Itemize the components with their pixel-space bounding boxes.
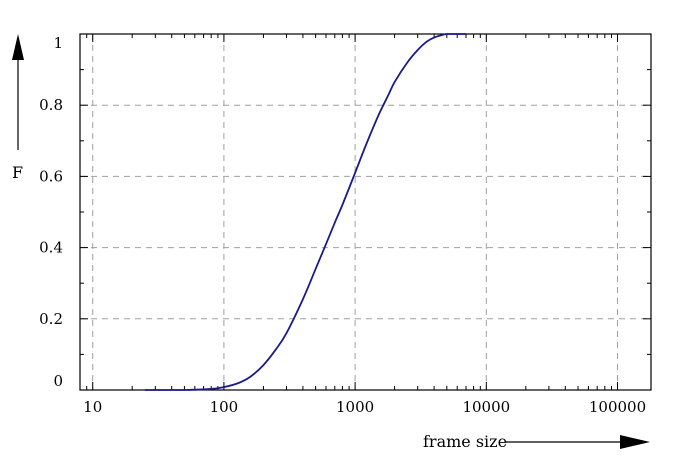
x-tick-label: 100 [210, 398, 239, 416]
y-tick-label: 0.2 [39, 310, 63, 328]
x-tick-label: 100000 [589, 398, 646, 416]
series-line [144, 33, 466, 391]
x-tick-label: 10 [83, 398, 102, 416]
y-axis-arrowhead [12, 34, 24, 60]
y-axis-title-group: F [12, 34, 24, 182]
x-axis-title: frame size [423, 432, 507, 451]
tick-labels: 10 100 1000 10000 100000 0 0.2 0.4 0.6 0.8 1 [39, 34, 646, 416]
x-axis-title-group: frame size [423, 432, 650, 451]
y-tick-label: 0.6 [39, 167, 63, 185]
plot-frame [79, 33, 652, 391]
y-tick-label: 0.4 [39, 239, 63, 257]
y-tick-label: 1 [53, 34, 63, 52]
series-layer [144, 33, 466, 391]
x-axis-arrowhead [620, 435, 650, 449]
y-axis-title: F [12, 163, 23, 182]
y-tick-label: 0 [53, 372, 63, 390]
axis-ticks [80, 33, 651, 391]
grid-lines [80, 34, 651, 390]
x-tick-label: 1000 [336, 398, 374, 416]
x-tick-label: 10000 [462, 398, 510, 416]
y-tick-label: 0.8 [39, 96, 63, 114]
